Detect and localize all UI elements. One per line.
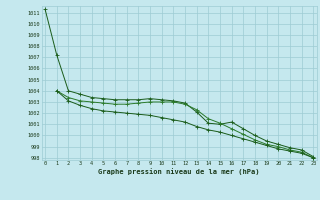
X-axis label: Graphe pression niveau de la mer (hPa): Graphe pression niveau de la mer (hPa): [99, 168, 260, 175]
